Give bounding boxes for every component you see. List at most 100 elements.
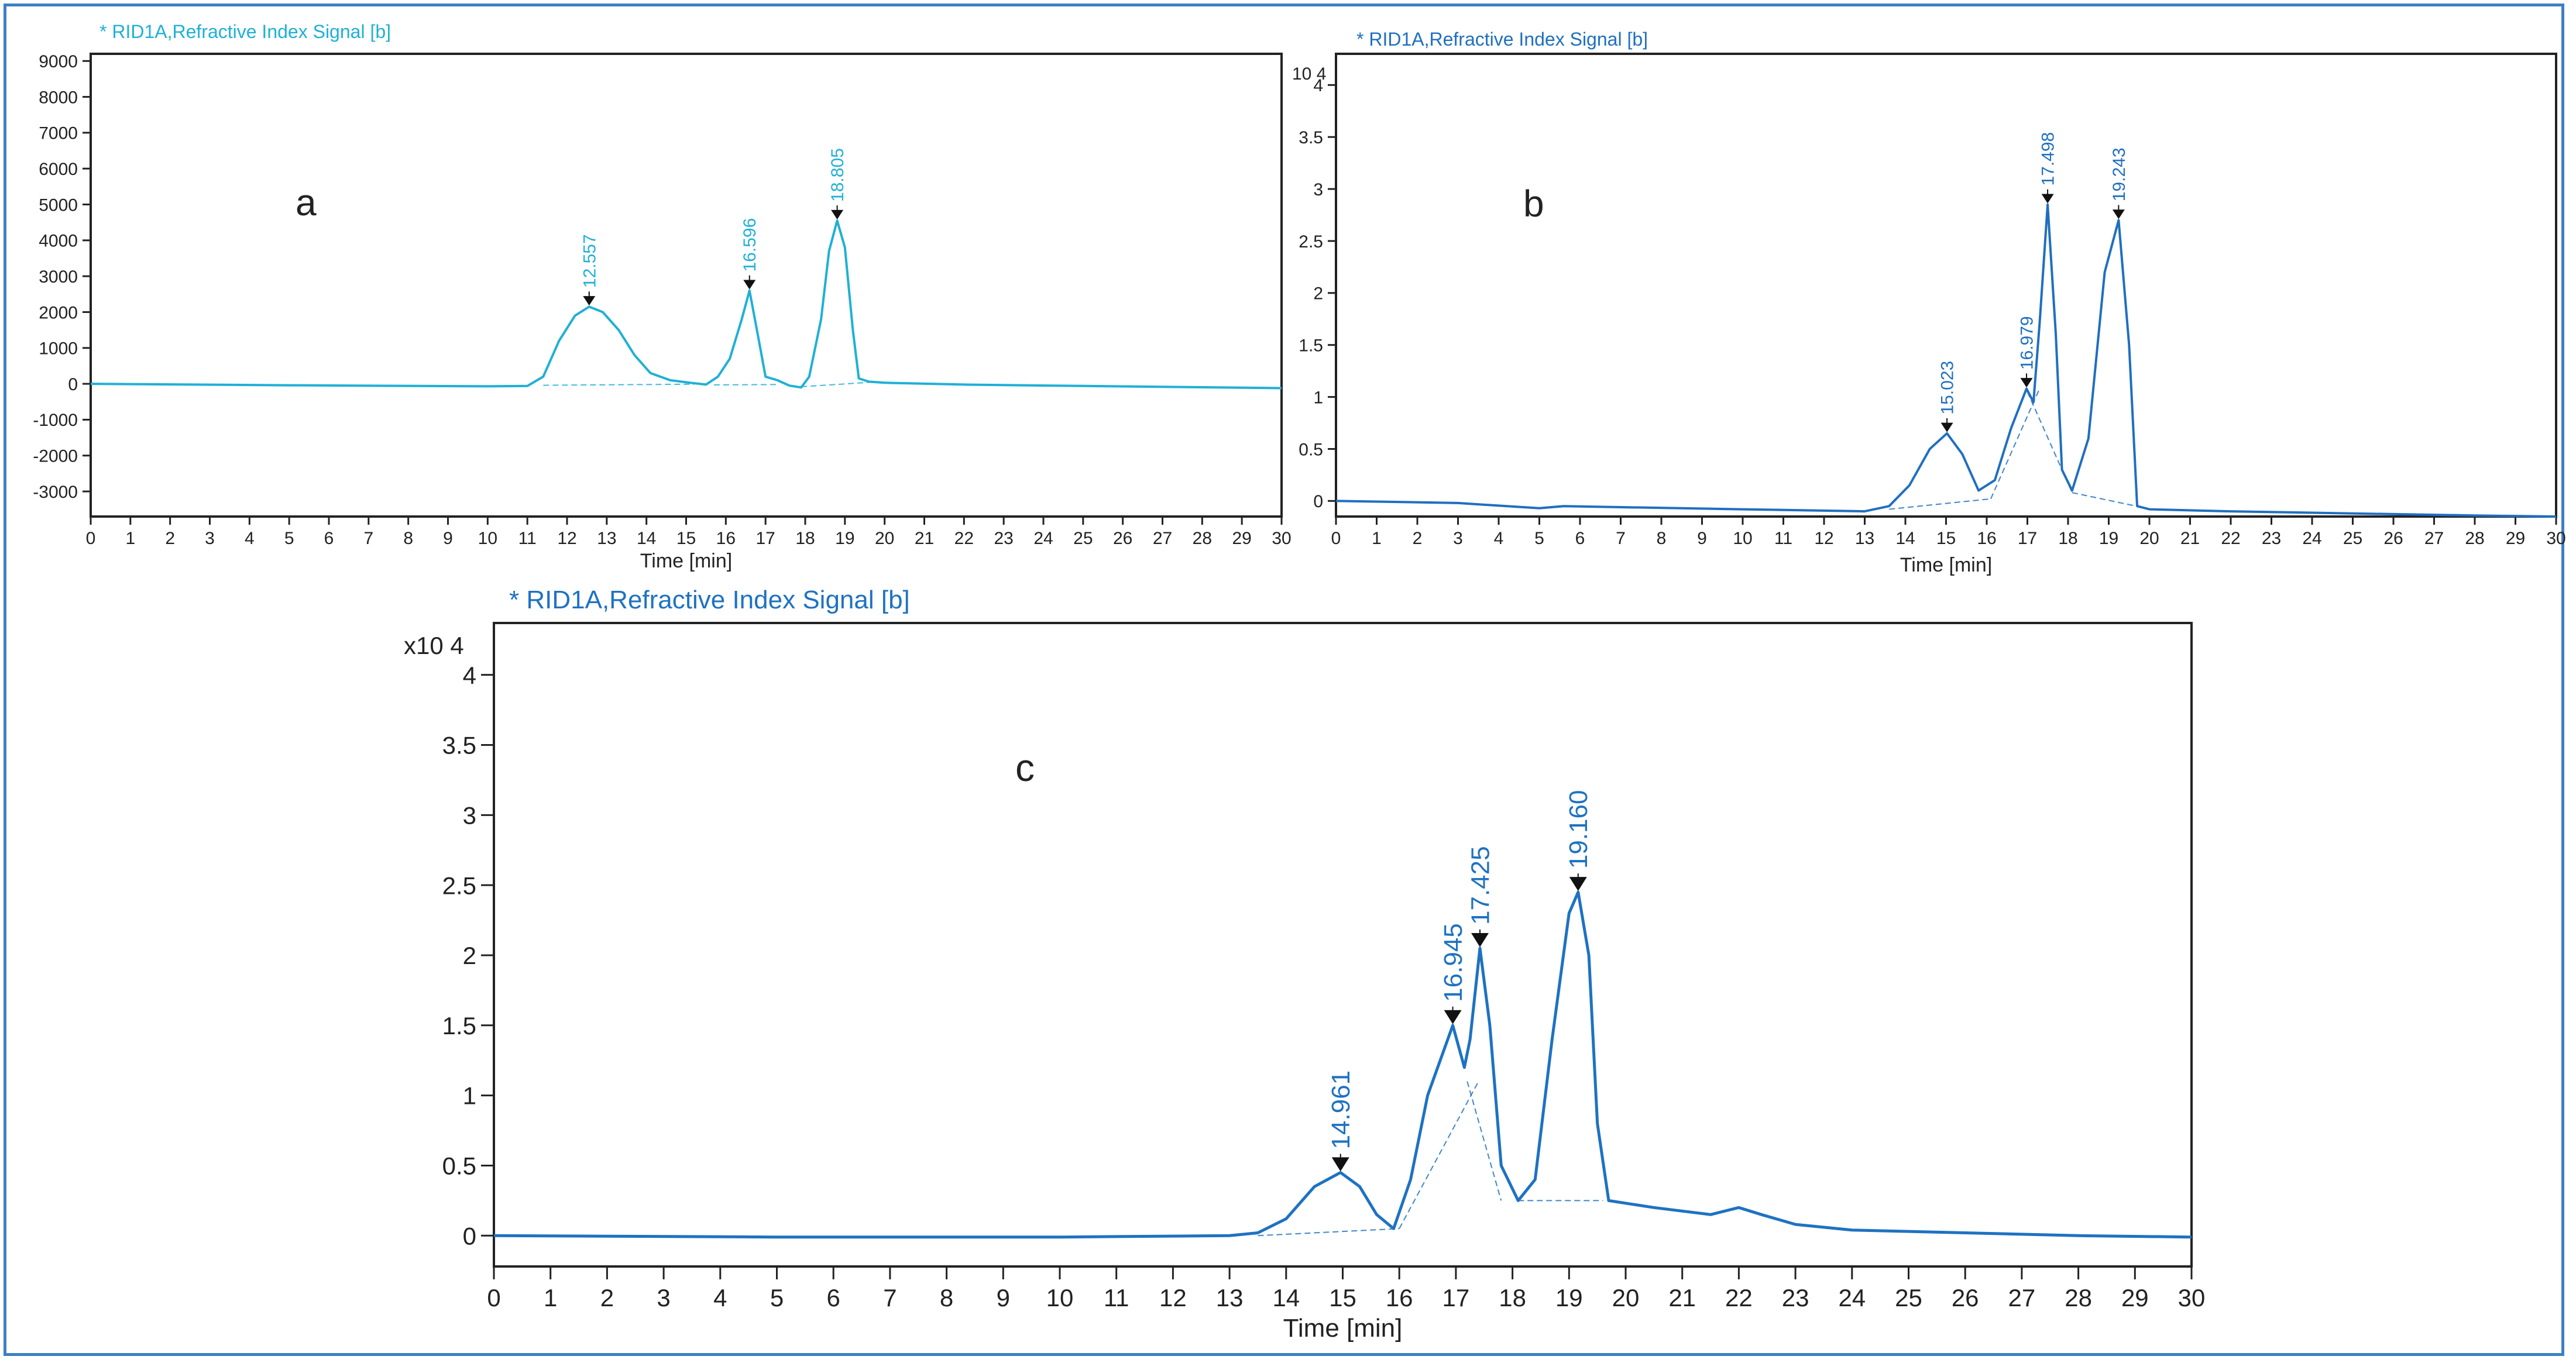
baseline-c-0 — [1258, 1228, 1400, 1237]
y-tick-label-a-0: 9000 — [39, 52, 78, 71]
x-tick-label-b-6: 6 — [1575, 529, 1585, 548]
panel-label-a: a — [296, 181, 317, 223]
x-tick-label-c-30: 30 — [2178, 1284, 2206, 1312]
x-tick-label-b-12: 12 — [1814, 529, 1833, 548]
y-tick-label-b-3: 2.5 — [1299, 232, 1323, 252]
x-tick-label-b-29: 29 — [2506, 529, 2525, 548]
x-tick-label-a-30: 30 — [1272, 529, 1291, 548]
x-tick-label-c-19: 19 — [1555, 1284, 1583, 1312]
x-tick-label-b-24: 24 — [2302, 529, 2321, 548]
x-tick-label-b-22: 22 — [2221, 529, 2240, 548]
x-tick-label-a-17: 17 — [755, 529, 775, 548]
baseline-c-1 — [1399, 1081, 1479, 1229]
x-tick-label-c-1: 1 — [544, 1284, 557, 1312]
panel-label-c: c — [1015, 746, 1035, 789]
y-multiplier-b: 10 4 — [1292, 64, 1326, 84]
baseline-a-2 — [801, 381, 869, 388]
panel-b-chart: 0 1 2 3 4 5 6 7 8 9 10 11 12 13 14 15 16 17 18 19 20 21 22 23 24… — [1292, 29, 2566, 576]
x-tick-label-a-22: 22 — [954, 529, 974, 548]
y-tick-label-a-6: 3000 — [39, 267, 78, 287]
plot-frame-a — [90, 53, 1283, 518]
x-tick-label-a-12: 12 — [557, 529, 576, 548]
x-tick-label-a-24: 24 — [1033, 529, 1053, 548]
x-tick-label-b-9: 9 — [1697, 529, 1707, 548]
x-tick-label-a-25: 25 — [1073, 529, 1093, 548]
x-tick-label-a-3: 3 — [205, 529, 215, 548]
y-tick-label-a-10: -1000 — [33, 411, 78, 430]
x-tick-label-c-7: 7 — [883, 1284, 897, 1312]
x-tick-label-b-0: 0 — [1331, 529, 1341, 548]
x-tick-label-b-20: 20 — [2139, 529, 2159, 548]
peak-marker-c-1 — [1444, 1010, 1462, 1024]
peak-marker-b-1 — [2020, 378, 2033, 388]
x-tick-label-c-16: 16 — [1386, 1284, 1413, 1312]
peak-label-a-1: 16.596 — [740, 218, 760, 272]
x-tick-label-a-29: 29 — [1232, 529, 1251, 548]
y-tick-label-c-8: 0 — [463, 1222, 476, 1250]
x-tick-label-a-6: 6 — [324, 529, 334, 548]
x-tick-label-c-11: 11 — [1104, 1284, 1129, 1312]
x-tick-label-b-23: 23 — [2262, 529, 2281, 548]
x-tick-label-c-12: 12 — [1159, 1284, 1187, 1312]
x-tick-label-b-25: 25 — [2343, 529, 2362, 548]
peak-marker-c-3 — [1569, 877, 1587, 892]
peak-marker-c-2 — [1471, 932, 1489, 947]
x-tick-label-a-19: 19 — [835, 529, 854, 548]
peak-label-c-1: 16.945 — [1439, 923, 1468, 1002]
x-tick-label-c-15: 15 — [1329, 1284, 1356, 1312]
y-tick-label-b-4: 2 — [1313, 284, 1323, 304]
x-tick-label-c-18: 18 — [1499, 1284, 1526, 1312]
x-tick-label-b-18: 18 — [2058, 529, 2077, 548]
x-tick-label-a-11: 11 — [518, 529, 537, 548]
peak-label-b-0: 15.023 — [1938, 361, 1957, 415]
x-tick-label-a-21: 21 — [915, 529, 934, 548]
y-multiplier-c: x10 4 — [404, 632, 464, 659]
x-tick-label-b-21: 21 — [2180, 529, 2200, 548]
x-tick-label-a-10: 10 — [478, 529, 497, 548]
peak-label-b-3: 19.243 — [2110, 147, 2129, 201]
peak-marker-a-0 — [583, 296, 596, 306]
y-tick-label-a-9: 0 — [68, 375, 78, 394]
y-tick-label-c-0: 4 — [463, 662, 476, 689]
y-tick-label-a-1: 8000 — [39, 88, 78, 107]
y-tick-label-a-11: -2000 — [33, 447, 78, 466]
x-tick-label-c-9: 9 — [997, 1284, 1010, 1312]
y-tick-label-b-6: 1 — [1313, 388, 1323, 407]
y-tick-label-b-8: 0 — [1313, 492, 1323, 511]
panel-a-chart: 0 1 2 3 4 5 6 7 8 9 10 11 12 13 14 15 16 17 18 19 20 21 22 23 24… — [33, 21, 1291, 572]
x-tick-label-c-14: 14 — [1272, 1284, 1300, 1312]
x-tick-label-c-25: 25 — [1895, 1284, 1922, 1312]
x-tick-label-a-13: 13 — [597, 529, 616, 548]
x-tick-label-b-11: 11 — [1774, 529, 1792, 548]
x-tick-label-c-8: 8 — [940, 1284, 953, 1312]
y-tick-label-c-5: 1.5 — [442, 1012, 476, 1040]
x-tick-label-c-3: 3 — [657, 1284, 670, 1312]
x-tick-label-b-8: 8 — [1657, 529, 1667, 548]
x-tick-label-b-4: 4 — [1494, 529, 1504, 548]
x-tick-label-c-5: 5 — [770, 1284, 784, 1312]
x-tick-label-a-20: 20 — [875, 529, 894, 548]
y-tick-label-a-12: -3000 — [33, 483, 78, 502]
y-tick-label-a-5: 4000 — [39, 232, 78, 251]
y-tick-label-a-8: 1000 — [39, 339, 78, 359]
x-tick-label-b-13: 13 — [1855, 529, 1874, 548]
y-tick-label-b-0: 4 — [1313, 76, 1323, 95]
peak-label-c-3: 19.160 — [1564, 790, 1593, 869]
x-tick-label-c-26: 26 — [1952, 1284, 1979, 1312]
x-tick-label-b-3: 3 — [1453, 529, 1463, 548]
y-tick-label-a-3: 6000 — [39, 160, 78, 179]
baseline-a-0 — [543, 383, 695, 386]
signal-line-a — [90, 219, 1282, 390]
peak-marker-b-2 — [2041, 194, 2054, 204]
x-tick-label-b-26: 26 — [2383, 529, 2403, 548]
figure-frame — [4, 4, 2564, 1356]
y-tick-label-c-2: 3 — [463, 801, 476, 829]
x-tick-label-c-29: 29 — [2121, 1284, 2149, 1312]
x-tick-label-c-27: 27 — [2008, 1284, 2036, 1312]
chart-title-a: * RID1A,Refractive Index Signal [b] — [99, 21, 391, 42]
y-tick-label-a-4: 5000 — [39, 195, 78, 215]
peak-label-c-0: 14.961 — [1327, 1071, 1355, 1149]
x-tick-label-a-9: 9 — [443, 529, 453, 548]
x-tick-label-c-10: 10 — [1046, 1284, 1074, 1312]
x-tick-label-b-14: 14 — [1895, 529, 1915, 548]
